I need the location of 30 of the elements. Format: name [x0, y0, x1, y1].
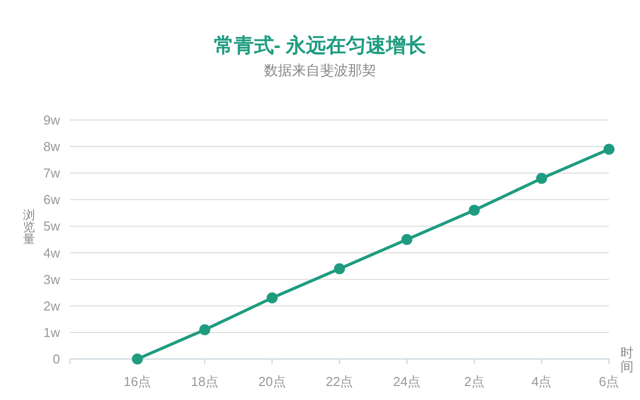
x-tick-label: 22点 — [326, 374, 354, 389]
point — [334, 263, 345, 274]
point — [401, 234, 412, 245]
point — [266, 292, 278, 304]
point — [536, 172, 548, 184]
y-tick-label: 4w — [43, 245, 61, 260]
y-axis-title: 浏览量 — [23, 208, 35, 246]
point — [132, 354, 143, 364]
x-tick-label: 20点 — [258, 374, 286, 389]
point — [604, 144, 614, 155]
x-tick-label: 6点 — [598, 374, 620, 389]
x-tick-label: 4点 — [532, 374, 552, 389]
y-tick-label: 7w — [43, 166, 61, 181]
chart-title: 常青式- 永远在匀速增长 — [214, 34, 428, 57]
x-tick-label: 24点 — [393, 374, 421, 389]
point — [199, 324, 210, 336]
x-tick-label: 16点 — [124, 374, 152, 389]
y-tick-label: 2w — [43, 298, 61, 314]
x-tick-label: 2点 — [464, 374, 484, 389]
y-tick-label: 8w — [43, 139, 61, 154]
chart-subtitle: 数据来自斐波那契 — [264, 62, 376, 78]
x-tick-label: 18点 — [191, 374, 218, 389]
y-tick-label: 6w — [43, 192, 61, 208]
point — [468, 204, 480, 216]
y-tick-label: 0 — [52, 352, 60, 366]
y-tick-label: 1w — [43, 324, 61, 340]
y-tick-label: 5w — [43, 218, 61, 234]
y-tick-label: 9w — [43, 112, 61, 128]
x-axis-title: 时间 — [620, 345, 634, 374]
y-tick-label: 3w — [43, 272, 61, 287]
